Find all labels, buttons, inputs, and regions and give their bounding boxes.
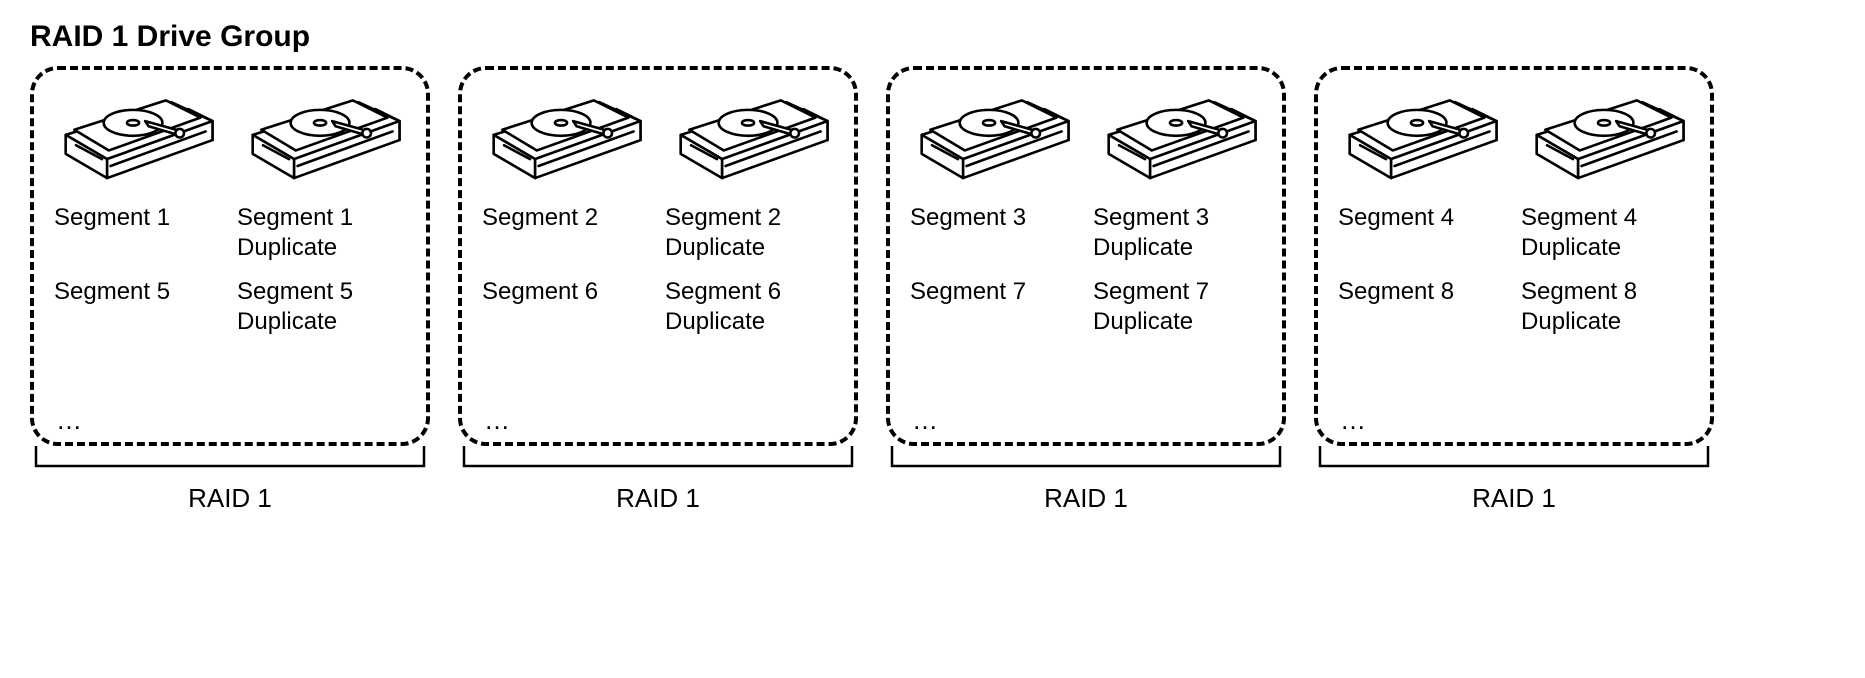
- bracket-icon: [1314, 444, 1714, 472]
- segment-label: Segment 4 Duplicate: [1521, 203, 1690, 263]
- segment-label: Segment 8 Duplicate: [1521, 277, 1690, 337]
- segment-line2: Duplicate: [1521, 307, 1690, 337]
- segment-line1: Segment 1: [54, 203, 223, 233]
- ellipsis-label: …: [1340, 405, 1368, 436]
- hard-drive-icon: [1338, 90, 1503, 185]
- segment-line1: Segment 5: [237, 277, 406, 307]
- segments-row: Segment 1 Segment 5 Segment 1 Duplicate …: [54, 203, 406, 351]
- segment-line1: Segment 7: [1093, 277, 1262, 307]
- raid-group: Segment 4 Segment 8 Segment 4 Duplicate …: [1314, 66, 1714, 514]
- segment-column-right: Segment 2 Duplicate Segment 6 Duplicate: [665, 203, 834, 351]
- drives-row: [1338, 90, 1690, 185]
- segment-line1: Segment 8: [1521, 277, 1690, 307]
- segment-label: Segment 3: [910, 203, 1079, 263]
- ellipsis-label: …: [484, 405, 512, 436]
- segment-line1: Segment 3: [910, 203, 1079, 233]
- raid-dashed-box: Segment 1 Segment 5 Segment 1 Duplicate …: [30, 66, 430, 446]
- segment-label: Segment 5 Duplicate: [237, 277, 406, 337]
- bracket-wrap: [30, 444, 430, 477]
- segment-label: Segment 2 Duplicate: [665, 203, 834, 263]
- segment-line1: Segment 4: [1338, 203, 1507, 233]
- diagram-title: RAID 1 Drive Group: [30, 20, 1835, 54]
- segment-column-right: Segment 3 Duplicate Segment 7 Duplicate: [1093, 203, 1262, 351]
- raid-dashed-box: Segment 4 Segment 8 Segment 4 Duplicate …: [1314, 66, 1714, 446]
- segment-label: Segment 7 Duplicate: [1093, 277, 1262, 337]
- raid-label: RAID 1: [1472, 483, 1556, 514]
- segment-line1: Segment 7: [910, 277, 1079, 307]
- raid-label: RAID 1: [616, 483, 700, 514]
- segment-label: Segment 6 Duplicate: [665, 277, 834, 337]
- segment-label: Segment 1 Duplicate: [237, 203, 406, 263]
- hard-drive-icon: [910, 90, 1075, 185]
- hard-drive-icon: [482, 90, 647, 185]
- segment-column-right: Segment 4 Duplicate Segment 8 Duplicate: [1521, 203, 1690, 351]
- segment-label: Segment 3 Duplicate: [1093, 203, 1262, 263]
- bracket-icon: [886, 444, 1286, 472]
- raid-dashed-box: Segment 3 Segment 7 Segment 3 Duplicate …: [886, 66, 1286, 446]
- segment-line1: Segment 2: [482, 203, 651, 233]
- segment-label: Segment 5: [54, 277, 223, 337]
- hard-drive-icon: [54, 90, 219, 185]
- raid-groups-row: Segment 1 Segment 5 Segment 1 Duplicate …: [30, 66, 1835, 514]
- segment-line1: Segment 2: [665, 203, 834, 233]
- raid-label: RAID 1: [188, 483, 272, 514]
- segment-column-left: Segment 1 Segment 5: [54, 203, 223, 351]
- segments-row: Segment 4 Segment 8 Segment 4 Duplicate …: [1338, 203, 1690, 351]
- raid-group: Segment 2 Segment 6 Segment 2 Duplicate …: [458, 66, 858, 514]
- hard-drive-icon: [669, 90, 834, 185]
- segment-line2: Duplicate: [1521, 233, 1690, 263]
- bracket-icon: [30, 444, 430, 472]
- segment-label: Segment 7: [910, 277, 1079, 337]
- segment-line1: Segment 6: [665, 277, 834, 307]
- hard-drive-icon: [1097, 90, 1262, 185]
- raid-dashed-box: Segment 2 Segment 6 Segment 2 Duplicate …: [458, 66, 858, 446]
- ellipsis-label: …: [912, 405, 940, 436]
- segment-label: Segment 4: [1338, 203, 1507, 263]
- bracket-icon: [458, 444, 858, 472]
- segment-label: Segment 2: [482, 203, 651, 263]
- segment-line2: Duplicate: [237, 307, 406, 337]
- segment-line1: Segment 5: [54, 277, 223, 307]
- segment-label: Segment 6: [482, 277, 651, 337]
- drives-row: [482, 90, 834, 185]
- segment-line2: Duplicate: [237, 233, 406, 263]
- segment-line1: Segment 8: [1338, 277, 1507, 307]
- segment-label: Segment 8: [1338, 277, 1507, 337]
- ellipsis-label: …: [56, 405, 84, 436]
- raid-label: RAID 1: [1044, 483, 1128, 514]
- raid-group: Segment 3 Segment 7 Segment 3 Duplicate …: [886, 66, 1286, 514]
- segment-line1: Segment 6: [482, 277, 651, 307]
- bracket-wrap: [1314, 444, 1714, 477]
- segment-line1: Segment 1: [237, 203, 406, 233]
- segment-label: Segment 1: [54, 203, 223, 263]
- segment-column-left: Segment 3 Segment 7: [910, 203, 1079, 351]
- segments-row: Segment 3 Segment 7 Segment 3 Duplicate …: [910, 203, 1262, 351]
- segment-column-right: Segment 1 Duplicate Segment 5 Duplicate: [237, 203, 406, 351]
- segment-column-left: Segment 2 Segment 6: [482, 203, 651, 351]
- drives-row: [910, 90, 1262, 185]
- segment-line2: Duplicate: [1093, 233, 1262, 263]
- hard-drive-icon: [1525, 90, 1690, 185]
- hard-drive-icon: [241, 90, 406, 185]
- segment-column-left: Segment 4 Segment 8: [1338, 203, 1507, 351]
- bracket-wrap: [458, 444, 858, 477]
- segment-line1: Segment 3: [1093, 203, 1262, 233]
- segment-line2: Duplicate: [665, 307, 834, 337]
- raid-group: Segment 1 Segment 5 Segment 1 Duplicate …: [30, 66, 430, 514]
- segment-line2: Duplicate: [665, 233, 834, 263]
- segment-line2: Duplicate: [1093, 307, 1262, 337]
- bracket-wrap: [886, 444, 1286, 477]
- segment-line1: Segment 4: [1521, 203, 1690, 233]
- segments-row: Segment 2 Segment 6 Segment 2 Duplicate …: [482, 203, 834, 351]
- drives-row: [54, 90, 406, 185]
